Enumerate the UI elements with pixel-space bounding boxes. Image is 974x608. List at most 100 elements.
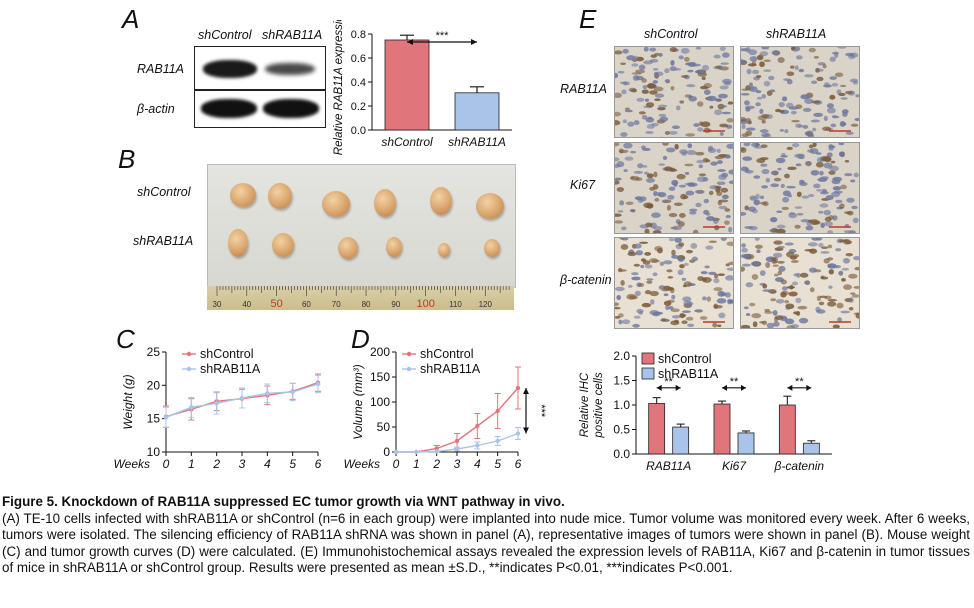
data-point: [475, 443, 480, 448]
ihc-cell: [838, 143, 845, 146]
ihc-cell: [717, 290, 725, 297]
ihc-cell: [621, 226, 627, 231]
ihc-cell: [763, 69, 772, 72]
y-tick-label: 0.5: [613, 423, 630, 437]
ihc-cell: [853, 286, 859, 289]
ihc-cell: [652, 68, 659, 71]
ihc-cell: [674, 238, 682, 243]
blot-lane-label-control: shControl: [198, 28, 252, 42]
ihc-cell: [622, 48, 629, 54]
ihc-cell: [777, 167, 782, 171]
ihc-cell: [757, 115, 768, 121]
data-point: [189, 405, 194, 410]
ihc-cell: [777, 57, 785, 63]
ihc-cell: [633, 243, 642, 249]
blot-lane-label-shrab11a: shRAB11A: [262, 28, 323, 42]
ihc-cell: [625, 201, 634, 206]
ihc-cell: [827, 263, 832, 268]
ihc-cell: [825, 195, 834, 201]
ihc-cell: [671, 294, 676, 300]
ihc-cell: [626, 55, 636, 61]
ihc-cell: [652, 230, 662, 233]
ihc-cell: [721, 52, 730, 58]
tumor-control: [230, 183, 256, 207]
ihc-col-label-control: shControl: [644, 27, 698, 41]
ihc-cell: [670, 320, 680, 326]
ihc-cell: [757, 54, 764, 61]
ihc-cell: [822, 64, 827, 69]
y-tick-label: 25: [147, 345, 161, 359]
ihc-cell: [783, 173, 790, 179]
bar: [802, 442, 820, 455]
ihc-cell: [693, 123, 700, 127]
ihc-cell: [761, 168, 770, 175]
ihc-cell: [664, 166, 673, 172]
ihc-cell: [685, 62, 695, 66]
ihc-cell: [687, 69, 694, 73]
ihc-cell: [842, 257, 850, 264]
tumor-shrab11a: [438, 243, 450, 257]
ihc-cell: [649, 47, 657, 52]
ihc-cell: [763, 80, 771, 87]
ihc-cell: [724, 208, 731, 212]
ihc-cell: [728, 180, 733, 185]
ihc-cell: [773, 321, 780, 327]
ihc-cell: [653, 86, 664, 92]
ihc-cell: [635, 69, 645, 74]
ihc-cell: [687, 143, 693, 149]
data-point: [163, 415, 169, 420]
ihc-cell: [772, 252, 783, 258]
ihc-cell: [643, 47, 649, 52]
ihc-cell: [844, 160, 850, 163]
ruler-label: 70: [332, 300, 341, 309]
ihc-cell: [726, 241, 733, 247]
ihc-cell: [833, 115, 840, 119]
ihc-cell: [621, 89, 627, 95]
ihc-cell: [708, 271, 717, 276]
significance-label: **: [730, 376, 739, 388]
ihc-cell: [832, 324, 840, 328]
ihc-cell: [781, 206, 789, 211]
ruler-label: 50: [270, 298, 282, 310]
bar: [648, 403, 666, 455]
ihc-cell: [657, 52, 663, 57]
data-point: [290, 389, 295, 395]
ihc-cell: [677, 221, 685, 227]
ihc-cell: [677, 257, 685, 262]
ihc-cell: [795, 123, 803, 128]
ihc-cell: [615, 306, 621, 310]
ihc-cell: [761, 185, 769, 189]
ihc-cell: [813, 183, 821, 189]
ihc-cell: [754, 143, 760, 148]
ihc-cell: [687, 323, 695, 328]
ihc-cell: [718, 205, 728, 210]
ihc-cell: [667, 299, 675, 303]
ihc-cell: [641, 89, 649, 94]
ihc-cell: [854, 118, 859, 121]
ihc-cell: [823, 162, 833, 169]
ihc-row-label-ki67: Ki67: [570, 178, 596, 192]
x-axis-label: Weeks: [114, 457, 150, 471]
ihc-cell: [722, 105, 727, 108]
ihc-cell: [681, 151, 688, 156]
ihc-cell: [788, 291, 798, 297]
ihc-cell: [662, 143, 669, 146]
ihc-cell: [623, 169, 628, 172]
ihc-cell: [673, 182, 678, 188]
y-axis-label: Relative IHC: [579, 372, 591, 437]
ihc-cell: [776, 210, 783, 213]
x-tick-label: 2: [212, 457, 220, 471]
ihc-cell: [681, 310, 691, 314]
ihc-cell: [646, 83, 657, 88]
ihc-cell: [818, 242, 824, 248]
x-tick-label: 4: [474, 457, 481, 471]
arrow-head: [675, 384, 681, 391]
ihc-cell: [725, 275, 733, 281]
ihc-cell: [753, 199, 761, 206]
ihc-cell: [745, 105, 755, 110]
ihc-cell: [710, 161, 718, 166]
y-tick-label: 0.4: [351, 77, 366, 89]
ihc-cell: [799, 272, 809, 278]
ihc-cell: [641, 115, 648, 120]
ihc-cell: [770, 183, 780, 188]
